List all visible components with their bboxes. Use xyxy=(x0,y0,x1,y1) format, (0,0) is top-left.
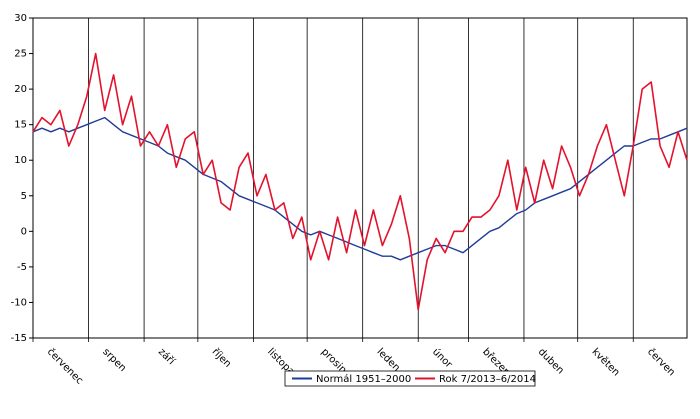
y-tick-label: 25 xyxy=(14,49,27,60)
y-tick-label: 20 xyxy=(14,84,27,95)
x-tick-label: srpen xyxy=(100,346,128,374)
y-tick-label: -10 xyxy=(11,297,27,308)
y-tick-label: 5 xyxy=(21,191,27,202)
plot-area xyxy=(32,17,688,339)
y-tick-label: 30 xyxy=(14,13,27,24)
x-tick-label: září xyxy=(156,346,178,368)
y-tick-label: 15 xyxy=(14,120,27,131)
legend-label: Normál 1951–2000 xyxy=(316,373,411,385)
y-tick-label: -15 xyxy=(11,333,27,344)
y-tick-label: 10 xyxy=(14,155,27,166)
y-tick-label: -5 xyxy=(17,262,27,273)
x-tick-label: říjen xyxy=(210,346,234,370)
x-tick-label: leden xyxy=(374,346,401,373)
legend-label: Rok 7/2013–6/2014 xyxy=(439,374,536,385)
x-tick-label: červenec xyxy=(45,346,86,387)
x-tick-label: únor xyxy=(430,346,455,371)
x-tick-label: červen xyxy=(645,346,678,379)
series-line xyxy=(32,52,688,311)
x-tick-label: květen xyxy=(589,346,622,379)
legend-box xyxy=(284,370,536,387)
y-tick-label: 0 xyxy=(21,226,27,237)
series-line xyxy=(32,116,688,261)
x-tick-label: duben xyxy=(536,346,566,376)
